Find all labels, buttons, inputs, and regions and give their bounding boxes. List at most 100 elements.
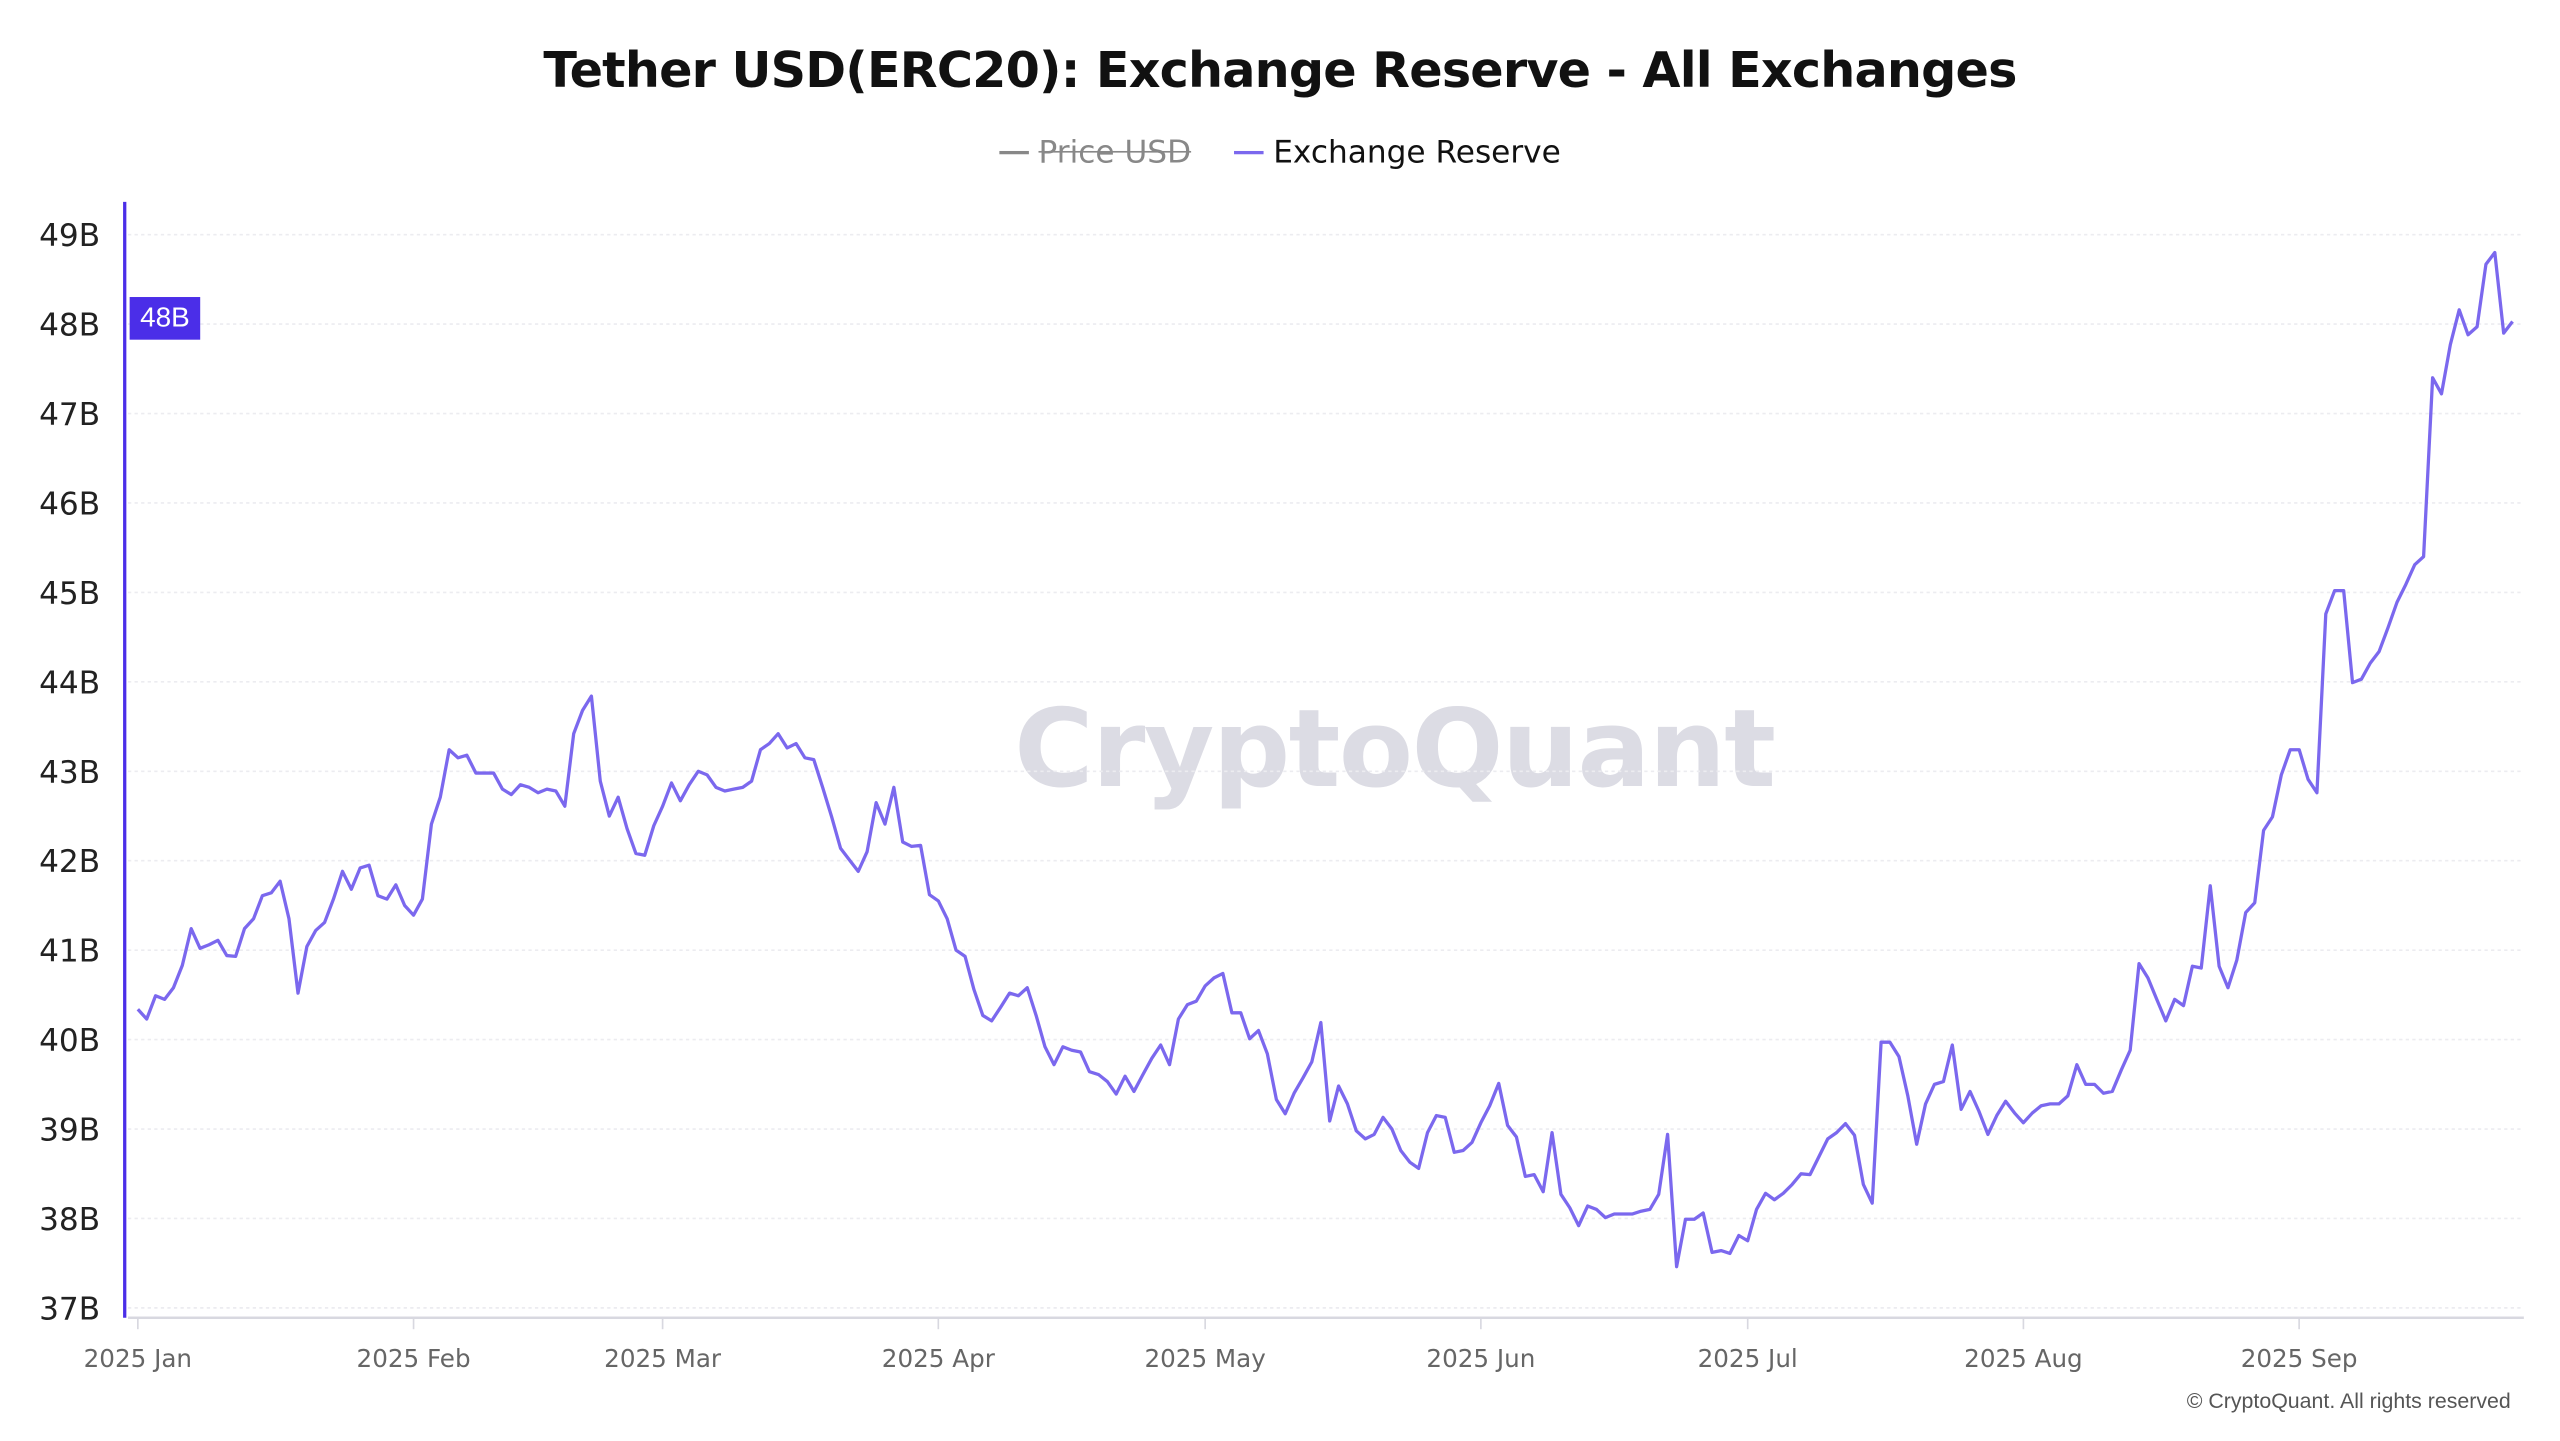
data-point bbox=[1031, 1011, 1041, 1021]
data-point bbox=[2499, 328, 2509, 338]
data-point bbox=[1663, 1129, 1673, 1139]
data-point bbox=[880, 819, 890, 829]
data-point bbox=[1876, 1037, 1886, 1047]
data-point bbox=[1725, 1248, 1735, 1258]
data-point bbox=[435, 792, 445, 802]
data-point bbox=[1636, 1206, 1646, 1216]
data-point bbox=[1307, 1057, 1317, 1067]
data-point bbox=[1227, 1008, 1237, 1018]
data-point bbox=[2152, 994, 2162, 1004]
legend-swatch bbox=[999, 150, 1029, 155]
data-point bbox=[551, 786, 561, 796]
data-point bbox=[2437, 389, 2447, 399]
data-point bbox=[622, 824, 632, 834]
data-point bbox=[1147, 1053, 1157, 1063]
data-point bbox=[1120, 1071, 1130, 1081]
data-point bbox=[1485, 1101, 1495, 1111]
data-point bbox=[1787, 1180, 1797, 1190]
data-point bbox=[498, 784, 508, 794]
data-point bbox=[1423, 1128, 1433, 1138]
data-point bbox=[1387, 1124, 1397, 1134]
data-point bbox=[631, 849, 641, 859]
data-point bbox=[177, 960, 187, 970]
data-point bbox=[1707, 1248, 1717, 1258]
data-point bbox=[382, 894, 392, 904]
data-point bbox=[231, 951, 241, 961]
y-tick-label: 46B bbox=[39, 486, 100, 522]
x-tick-label: 2025 Jul bbox=[1698, 1344, 1798, 1373]
data-point bbox=[2187, 961, 2197, 971]
legend-item-price-usd[interactable]: Price USD bbox=[999, 135, 1191, 171]
watermark: CryptoQuant bbox=[1014, 685, 1776, 813]
data-point bbox=[1200, 981, 1210, 991]
data-point bbox=[1351, 1126, 1361, 1136]
data-point bbox=[1956, 1104, 1966, 1114]
data-point bbox=[2276, 770, 2286, 780]
data-point bbox=[613, 792, 623, 802]
data-point bbox=[2196, 963, 2206, 973]
data-point bbox=[729, 784, 739, 794]
data-point bbox=[693, 766, 703, 776]
data-point bbox=[1761, 1188, 1771, 1198]
data-point bbox=[658, 801, 668, 811]
current-value-label: 48B bbox=[129, 297, 201, 340]
data-point bbox=[533, 788, 543, 798]
data-point bbox=[2116, 1065, 2126, 1075]
data-point bbox=[2268, 812, 2278, 822]
data-point bbox=[400, 900, 410, 910]
data-point bbox=[2330, 586, 2340, 596]
data-point bbox=[257, 891, 267, 901]
data-point bbox=[1262, 1049, 1272, 1059]
legend-item-exchange-reserve[interactable]: Exchange Reserve bbox=[1233, 135, 1561, 171]
data-point bbox=[2250, 898, 2260, 908]
data-point bbox=[1832, 1128, 1842, 1138]
data-point bbox=[2090, 1079, 2100, 1089]
data-point bbox=[391, 880, 401, 890]
x-tick-label: 2025 Aug bbox=[1964, 1344, 2083, 1373]
data-point bbox=[996, 1002, 1006, 1012]
data-point bbox=[1983, 1129, 1993, 1139]
data-point bbox=[907, 841, 917, 851]
data-point bbox=[827, 812, 837, 822]
data-point bbox=[2018, 1118, 2028, 1128]
data-point bbox=[1805, 1170, 1815, 1180]
data-point bbox=[844, 855, 854, 865]
data-point bbox=[204, 940, 214, 950]
data-point bbox=[2508, 316, 2518, 326]
data-point bbox=[1449, 1147, 1459, 1157]
data-point bbox=[2161, 1016, 2171, 1026]
data-point bbox=[587, 691, 597, 701]
data-point bbox=[738, 782, 748, 792]
data-point bbox=[2285, 745, 2295, 755]
data-point bbox=[925, 890, 935, 900]
data-point bbox=[2312, 788, 2322, 798]
data-point bbox=[293, 988, 303, 998]
data-point bbox=[1325, 1116, 1335, 1126]
data-point bbox=[1414, 1163, 1424, 1173]
data-point bbox=[1360, 1134, 1370, 1144]
data-point bbox=[1334, 1081, 1344, 1091]
data-point bbox=[2134, 959, 2144, 969]
data-point bbox=[1218, 968, 1228, 978]
data-point bbox=[1093, 1070, 1103, 1080]
data-point bbox=[818, 782, 828, 792]
data-point bbox=[853, 867, 863, 877]
data-point bbox=[1592, 1205, 1602, 1215]
data-point bbox=[702, 770, 712, 780]
data-point bbox=[1067, 1045, 1077, 1055]
data-point bbox=[1458, 1146, 1468, 1156]
data-point bbox=[560, 801, 570, 811]
data-point bbox=[222, 951, 232, 961]
data-point bbox=[2170, 994, 2180, 1004]
data-point bbox=[542, 784, 552, 794]
data-point bbox=[1823, 1134, 1833, 1144]
data-point bbox=[862, 847, 872, 857]
data-point bbox=[2321, 609, 2331, 619]
data-point bbox=[2356, 674, 2366, 684]
data-point bbox=[329, 894, 339, 904]
data-point bbox=[1476, 1118, 1486, 1128]
data-point bbox=[1921, 1099, 1931, 1109]
data-point bbox=[2054, 1099, 2064, 1109]
data-point bbox=[2205, 881, 2215, 891]
